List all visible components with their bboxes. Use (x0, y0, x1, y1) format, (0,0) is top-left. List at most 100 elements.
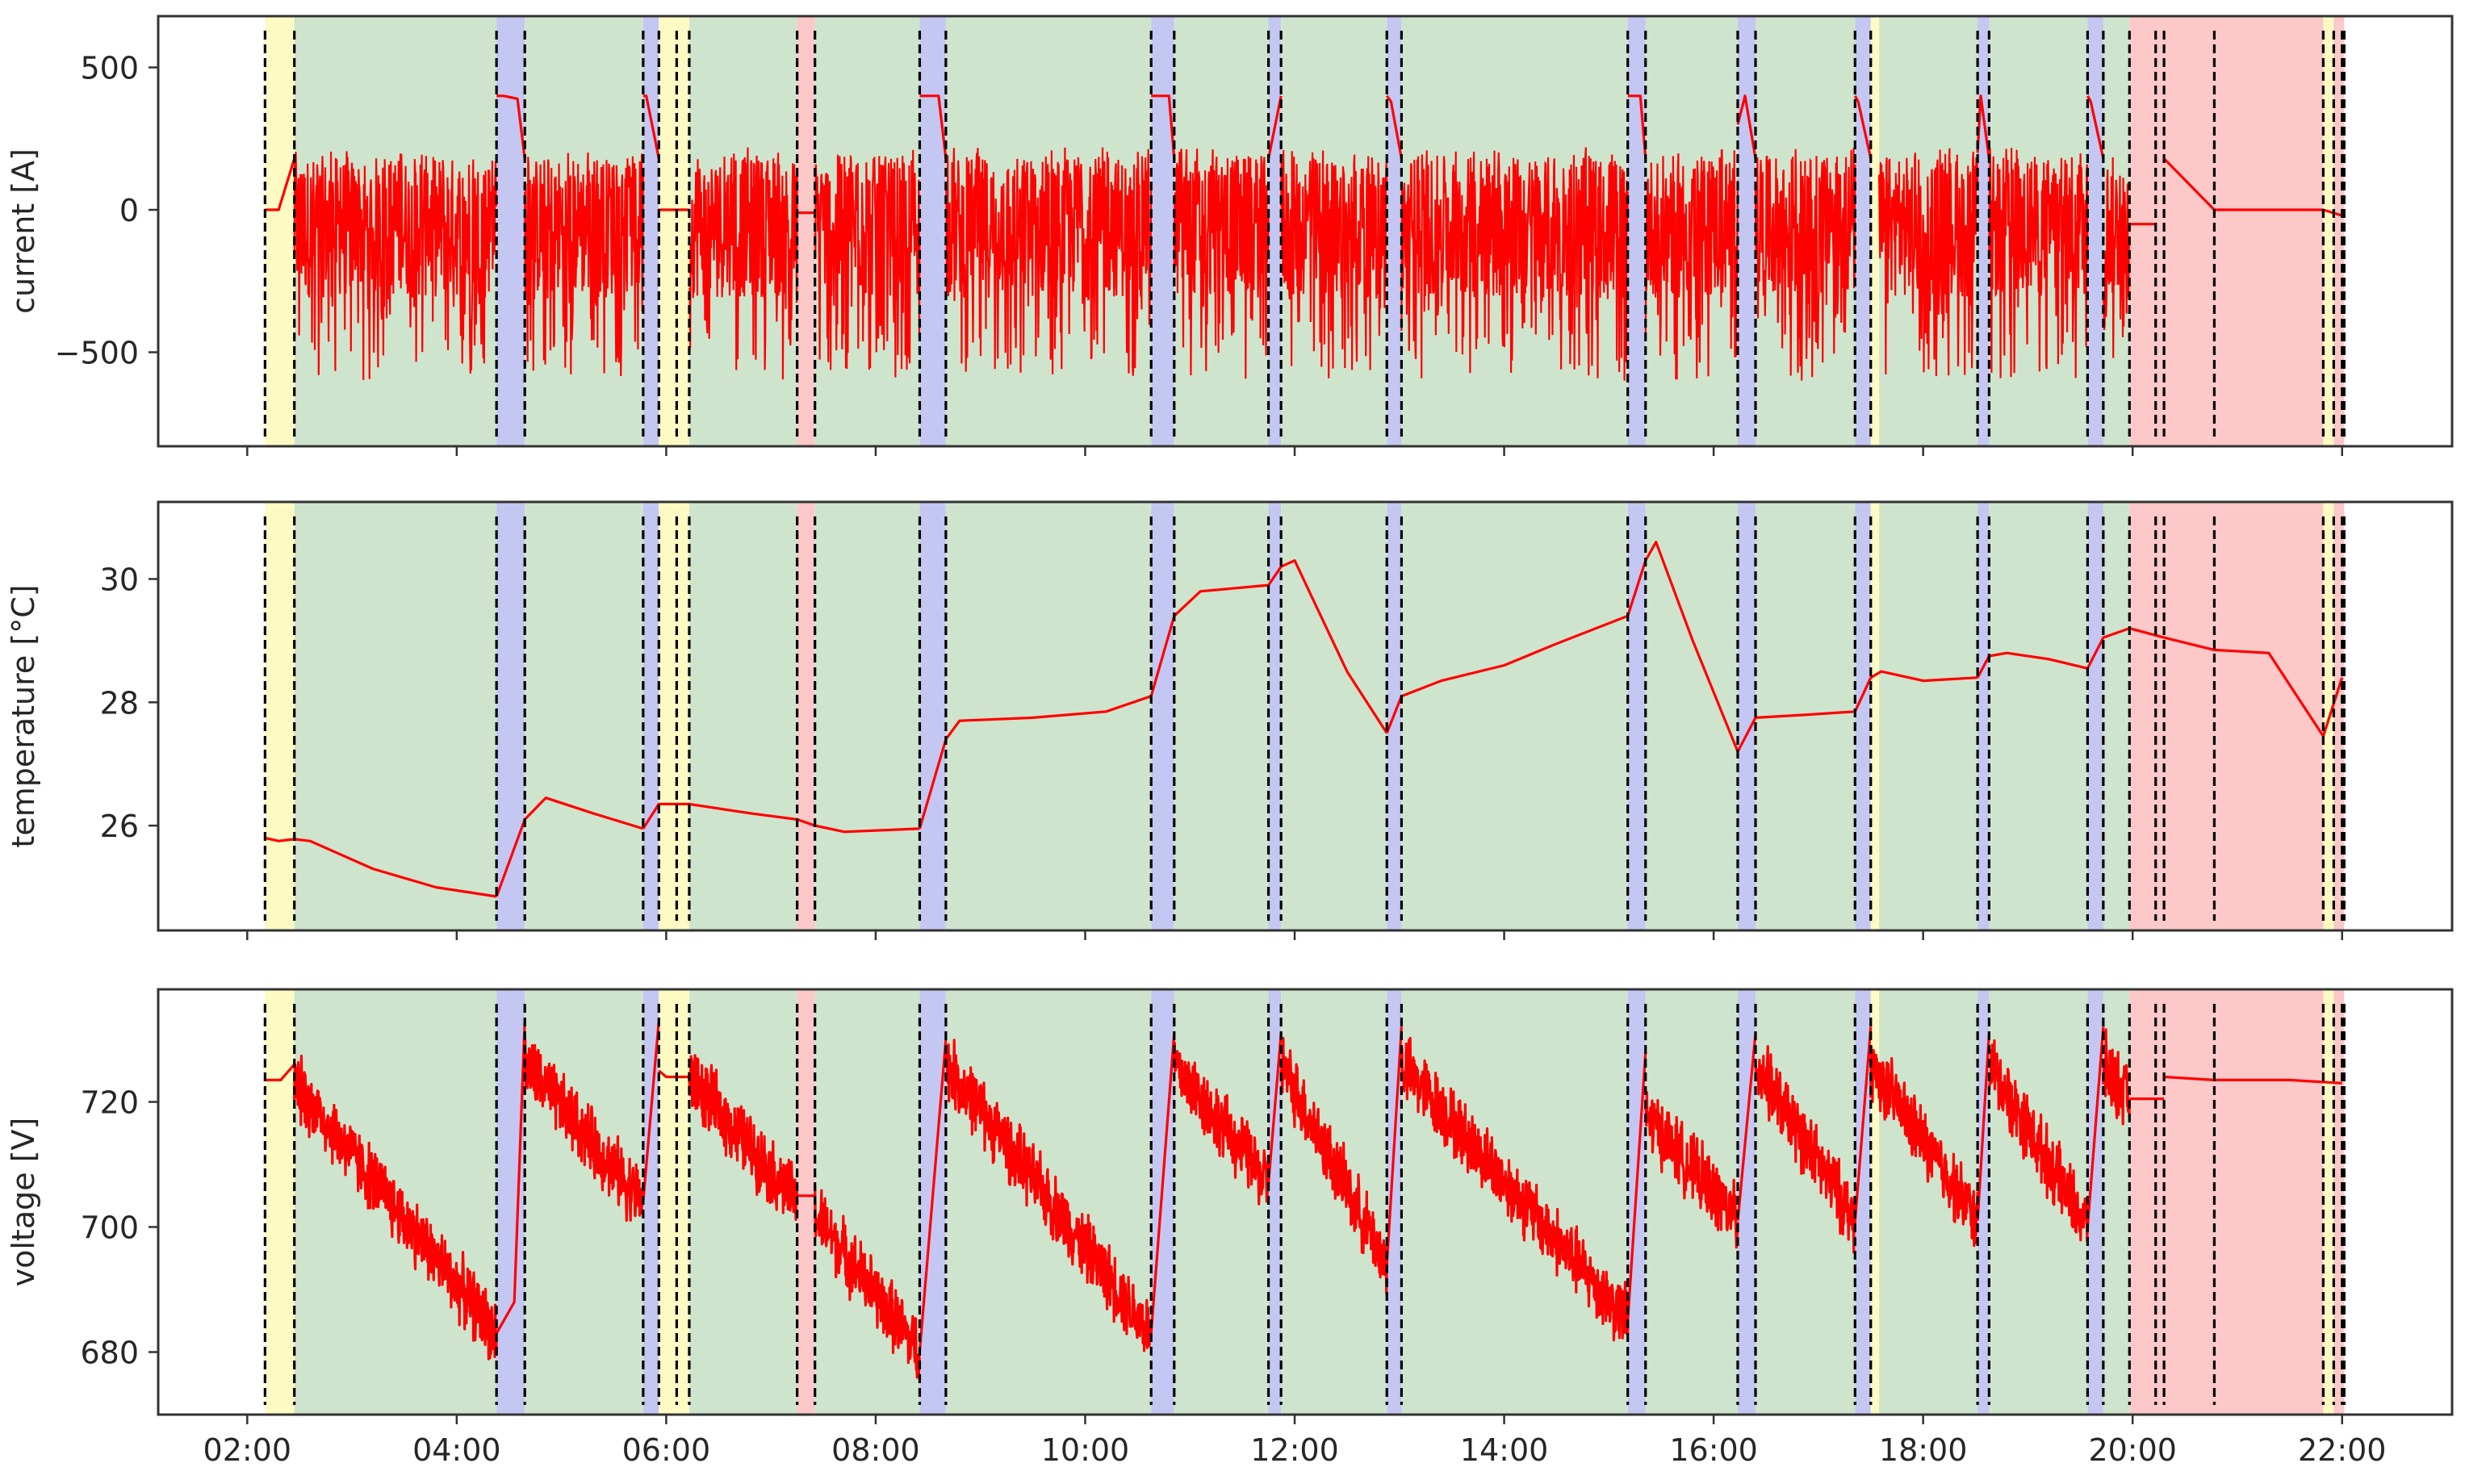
shared-x-axis: 02:00 04:00 06:00 08:00 10:00 12:00 14:00 16:00… (203, 1432, 2387, 1468)
current-axes-frame (157, 15, 2454, 448)
xtick-label: 06:00 (622, 1432, 711, 1468)
voltage-series-line (523, 1039, 645, 1222)
current-drive-trace (1878, 148, 1979, 377)
phase-band-charging (496, 989, 525, 1415)
temperature-ytick-label: 30 (100, 562, 139, 598)
voltage-series-line (1736, 1033, 1757, 1221)
voltage-series-line (1853, 1026, 1873, 1221)
phase-band-idle (1870, 502, 1880, 930)
temperature-axes-frame (157, 500, 2454, 932)
xtick-label: 14:00 (1460, 1432, 1549, 1468)
phase-band-charging (1737, 16, 1756, 446)
xtick-label: 02:00 (203, 1432, 292, 1468)
phase-band-stopped (797, 989, 815, 1415)
voltage-series-line (1976, 1033, 1990, 1221)
voltage-series-line (1626, 1051, 1647, 1321)
xtick-label: 16:00 (1669, 1432, 1758, 1468)
current-drive-trace (1644, 149, 1739, 380)
phase-band-driving (2103, 502, 2130, 930)
temperature-series-line (918, 695, 1152, 830)
phase-band-charging (496, 16, 525, 446)
phase-band-idle (265, 989, 295, 1415)
phase-band-charging (642, 16, 659, 446)
xtick-label: 18:00 (1879, 1432, 1968, 1468)
phase-band-charging (2087, 989, 2103, 1415)
phase-band-charging (1387, 16, 1402, 446)
xtick-label: 12:00 (1250, 1432, 1339, 1468)
phase-band-driving (1879, 502, 1978, 930)
current-drive-trace (1173, 148, 1270, 379)
phase-band-charging (642, 502, 659, 930)
phase-band-idle (1870, 16, 1880, 446)
voltage-series-line (814, 1185, 921, 1379)
phase-band-charging (1855, 502, 1871, 930)
phase-band-stopped (2214, 502, 2324, 930)
voltage-series-line (688, 1054, 799, 1221)
voltage-ytick-label: 720 (80, 1085, 139, 1121)
temperature-series-line (797, 817, 920, 834)
current-panel: 500 0 −500 current [A] (6, 15, 2454, 456)
phase-band-driving (1989, 502, 2088, 930)
phase-band-stopped (2129, 502, 2215, 930)
voltage-series-line (918, 1039, 948, 1352)
xtick-label: 04:00 (412, 1432, 501, 1468)
voltage-series-line (2086, 1026, 2105, 1227)
phase-band-charging (1737, 502, 1756, 930)
voltage-series-line (1267, 1033, 1283, 1184)
phase-band-driving (688, 502, 797, 930)
current-drive-trace (1988, 148, 2089, 378)
temperature-plot-area (263, 502, 2346, 930)
temperature-series-line (1267, 559, 1388, 734)
phase-band-driving (525, 502, 643, 930)
phase-band-charging (642, 989, 659, 1415)
phase-band-charging (1977, 16, 1990, 446)
temperature-series-line (265, 836, 497, 898)
current-series-line (919, 94, 948, 159)
phase-band-charging (919, 16, 946, 446)
phase-band-charging (1855, 989, 1871, 1415)
current-drive-trace (2102, 157, 2131, 358)
current-series-line (2086, 95, 2105, 159)
phase-band-charging (1977, 502, 1990, 930)
current-plot-area (263, 16, 2346, 446)
voltage-series-line (495, 1020, 526, 1335)
current-drive-trace (944, 147, 1153, 376)
phase-band-idle (265, 502, 295, 930)
temperature-series-line (1626, 541, 1739, 753)
phase-band-charging (919, 502, 946, 930)
voltage-series-line (944, 1039, 1153, 1352)
phase-band-charging (1151, 989, 1174, 1415)
current-series-line (1267, 95, 1283, 159)
current-ytick-label: 0 (119, 193, 139, 228)
temperature-panel: 30 28 26 temperature [°C] (6, 500, 2454, 940)
voltage-series-line (1173, 1041, 1270, 1206)
phase-band-charging (1151, 16, 1174, 446)
temperature-series-line (1385, 614, 1629, 734)
phase-band-charging (1151, 502, 1174, 930)
phase-band-stopped (2214, 989, 2324, 1415)
xtick-label: 20:00 (2088, 1432, 2177, 1468)
temperature-series-line (642, 802, 797, 830)
phase-band-stopped (797, 16, 815, 446)
phase-band-idle (2323, 989, 2334, 1415)
phase-band-driving (814, 989, 920, 1415)
voltage-ytick-label: 700 (80, 1210, 139, 1246)
current-ylabel: current [A] (6, 148, 41, 314)
phase-band-driving (1281, 502, 1387, 930)
phase-band-driving (1281, 989, 1387, 1415)
current-ytick-label: −500 (55, 336, 139, 371)
phase-band-driving (1401, 502, 1628, 930)
phase-band-idle (265, 16, 295, 446)
voltage-plot-area (263, 989, 2346, 1415)
current-series-line (496, 94, 526, 159)
voltage-series-line (265, 1063, 295, 1081)
phase-band-stopped (2129, 16, 2215, 446)
phase-band-charging (1627, 502, 1646, 930)
voltage-series-line (1754, 1045, 1856, 1254)
phase-band-driving (525, 989, 643, 1415)
current-drive-trace (1400, 147, 1629, 381)
temperature-ytick-label: 26 (100, 809, 139, 844)
current-series-line (1151, 94, 1176, 159)
xtick-label: 08:00 (831, 1432, 920, 1468)
